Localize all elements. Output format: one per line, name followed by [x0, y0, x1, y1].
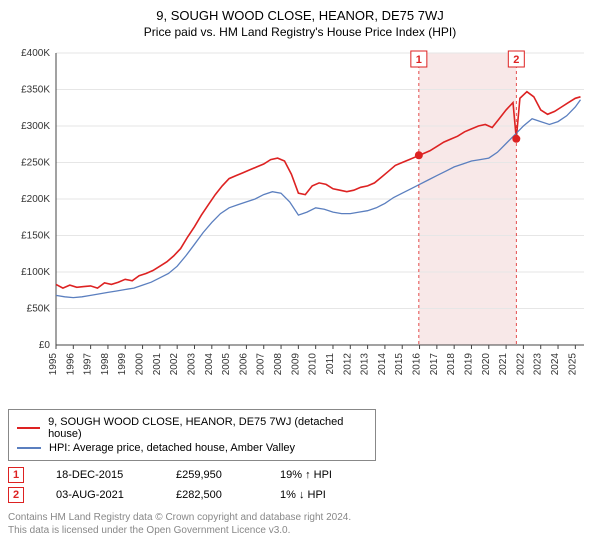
sales-table: 1 18-DEC-2015 £259,950 19% ↑ HPI 2 03-AU… [8, 467, 592, 503]
svg-text:2021: 2021 [498, 353, 509, 376]
svg-text:2000: 2000 [135, 353, 146, 376]
svg-text:£250K: £250K [21, 158, 50, 169]
line-chart-svg: £0 £50K £100K £150K £200K £250K £300K £350K £400… [8, 45, 592, 405]
svg-text:£350K: £350K [21, 85, 50, 96]
footer-line: This data is licensed under the Open Gov… [8, 524, 592, 537]
svg-text:2020: 2020 [481, 353, 492, 376]
svg-text:£100K: £100K [21, 267, 50, 278]
svg-text:2008: 2008 [273, 353, 284, 376]
sale-price: £259,950 [176, 469, 248, 481]
sale-date: 03-AUG-2021 [56, 489, 144, 501]
svg-text:2023: 2023 [533, 353, 544, 376]
sale-delta: 1% ↓ HPI [280, 489, 360, 501]
sale-delta: 19% ↑ HPI [280, 469, 360, 481]
svg-text:2006: 2006 [238, 353, 249, 376]
sale-marker-icon: 1 [8, 467, 24, 483]
legend-label-property: 9, SOUGH WOOD CLOSE, HEANOR, DE75 7WJ (d… [48, 416, 367, 440]
svg-text:2007: 2007 [256, 353, 267, 376]
svg-text:2005: 2005 [221, 353, 232, 376]
svg-text:1999: 1999 [117, 353, 128, 376]
svg-text:£400K: £400K [21, 48, 50, 59]
svg-text:2002: 2002 [169, 353, 180, 376]
svg-text:2025: 2025 [567, 353, 578, 376]
legend: 9, SOUGH WOOD CLOSE, HEANOR, DE75 7WJ (d… [8, 409, 376, 461]
svg-text:1998: 1998 [100, 353, 111, 376]
svg-text:2015: 2015 [394, 353, 405, 376]
svg-text:2: 2 [513, 54, 519, 66]
svg-text:2018: 2018 [446, 353, 457, 376]
svg-text:£200K: £200K [21, 194, 50, 205]
svg-text:2013: 2013 [360, 353, 371, 376]
svg-text:2014: 2014 [377, 353, 388, 376]
svg-text:2010: 2010 [308, 353, 319, 376]
svg-text:2019: 2019 [463, 353, 474, 376]
svg-text:2024: 2024 [550, 353, 561, 376]
svg-text:2009: 2009 [290, 353, 301, 376]
footer: Contains HM Land Registry data © Crown c… [8, 511, 592, 537]
sale-date: 18-DEC-2015 [56, 469, 144, 481]
svg-text:£300K: £300K [21, 121, 50, 132]
chart-subtitle: Price paid vs. HM Land Registry's House … [8, 25, 592, 39]
footer-line: Contains HM Land Registry data © Crown c… [8, 511, 592, 524]
svg-text:2004: 2004 [204, 353, 215, 376]
svg-text:£0: £0 [39, 340, 51, 351]
svg-text:£150K: £150K [21, 231, 50, 242]
legend-row-property: 9, SOUGH WOOD CLOSE, HEANOR, DE75 7WJ (d… [17, 416, 367, 440]
sale-row: 1 18-DEC-2015 £259,950 19% ↑ HPI [8, 467, 592, 483]
legend-label-hpi: HPI: Average price, detached house, Ambe… [49, 442, 295, 454]
svg-text:2003: 2003 [186, 353, 197, 376]
legend-swatch-property [17, 427, 40, 429]
chart-title: 9, SOUGH WOOD CLOSE, HEANOR, DE75 7WJ [8, 8, 592, 23]
svg-text:2016: 2016 [412, 353, 423, 376]
svg-text:£50K: £50K [27, 304, 51, 315]
svg-text:2022: 2022 [515, 353, 526, 376]
chart-area: £0 £50K £100K £150K £200K £250K £300K £350K £400… [8, 45, 592, 405]
svg-text:2017: 2017 [429, 353, 440, 376]
sale-price: £282,500 [176, 489, 248, 501]
sale-marker-icon: 2 [8, 487, 24, 503]
legend-row-hpi: HPI: Average price, detached house, Ambe… [17, 442, 367, 454]
svg-text:2012: 2012 [342, 353, 353, 376]
legend-swatch-hpi [17, 447, 41, 449]
svg-text:1995: 1995 [48, 353, 59, 376]
svg-text:1997: 1997 [83, 353, 94, 376]
svg-text:2011: 2011 [325, 353, 336, 375]
svg-text:2001: 2001 [152, 353, 163, 376]
sale-row: 2 03-AUG-2021 £282,500 1% ↓ HPI [8, 487, 592, 503]
svg-text:1996: 1996 [65, 353, 76, 376]
svg-text:1: 1 [416, 54, 422, 66]
